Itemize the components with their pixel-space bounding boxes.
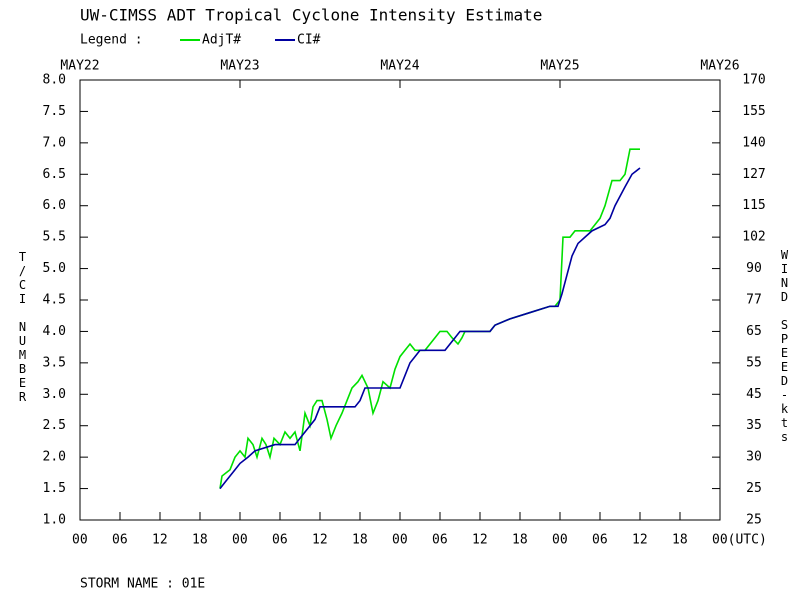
x-tick-label: 00 [552,533,568,548]
y2-tick-label: 45 [746,387,762,402]
footer: STORM NAME : 01E [80,577,205,592]
y-tick-label: 1.0 [43,513,66,528]
y2-tick-label: 115 [742,198,765,213]
legend-entry: CI# [297,33,321,48]
x-tick-label: 06 [272,533,288,548]
y2-tick-label: 102 [742,230,765,245]
y2-tick-label: 140 [742,135,765,150]
x-tick-label: 00(UTC) [712,533,767,548]
top-tick-label: MAY23 [220,59,259,74]
y2-tick-label: 65 [746,324,762,339]
series-line [219,148,640,489]
legend-label: Legend : [80,33,143,48]
y-axis-label: T/CI NUMBER [16,250,30,404]
y-tick-label: 7.0 [43,135,66,150]
x-tick-label: 00 [392,533,408,548]
y-tick-label: 4.0 [43,324,66,339]
top-tick-label: MAY24 [380,59,419,74]
top-tick-label: MAY22 [60,59,99,74]
x-tick-label: 18 [672,533,688,548]
y2-tick-label: 30 [746,450,762,465]
y-tick-label: 7.5 [43,104,66,119]
y-tick-label: 5.0 [43,261,66,276]
y-tick-label: 5.5 [43,230,66,245]
x-tick-label: 00 [232,533,248,548]
x-tick-label: 12 [472,533,488,548]
chart-title: UW-CIMSS ADT Tropical Cyclone Intensity … [80,6,542,25]
y2-tick-label: 90 [746,261,762,276]
x-tick-label: 06 [112,533,128,548]
y-tick-label: 4.5 [43,293,66,308]
y2-tick-label: 155 [742,104,765,119]
y2-tick-label: 25 [746,481,762,496]
top-tick-label: MAY26 [700,59,739,74]
x-tick-label: 12 [632,533,648,548]
y2-tick-label: 55 [746,355,762,370]
y-tick-label: 6.0 [43,198,66,213]
y-tick-label: 8.0 [43,73,66,88]
top-tick-label: MAY25 [540,59,579,74]
y-tick-label: 2.0 [43,450,66,465]
y-tick-label: 3.5 [43,355,66,370]
x-tick-label: 18 [352,533,368,548]
y-tick-label: 1.5 [43,481,66,496]
x-tick-label: 00 [72,533,88,548]
x-tick-label: 18 [512,533,528,548]
y-tick-label: 2.5 [43,418,66,433]
x-tick-label: 12 [152,533,168,548]
y2-tick-label: 127 [742,167,765,182]
x-tick-label: 12 [312,533,328,548]
y2-tick-label: 77 [746,293,762,308]
y2-axis-label: WIND SPEED-kts [778,248,792,444]
x-tick-label: 18 [192,533,208,548]
x-tick-label: 06 [592,533,608,548]
series-line [219,167,641,490]
y-tick-label: 3.0 [43,387,66,402]
y-tick-label: 6.5 [43,167,66,182]
y2-tick-label: 35 [746,418,762,433]
x-tick-label: 06 [432,533,448,548]
y2-tick-label: 170 [742,73,765,88]
y2-tick-label: 25 [746,513,762,528]
legend-entry: AdjT# [202,33,241,48]
